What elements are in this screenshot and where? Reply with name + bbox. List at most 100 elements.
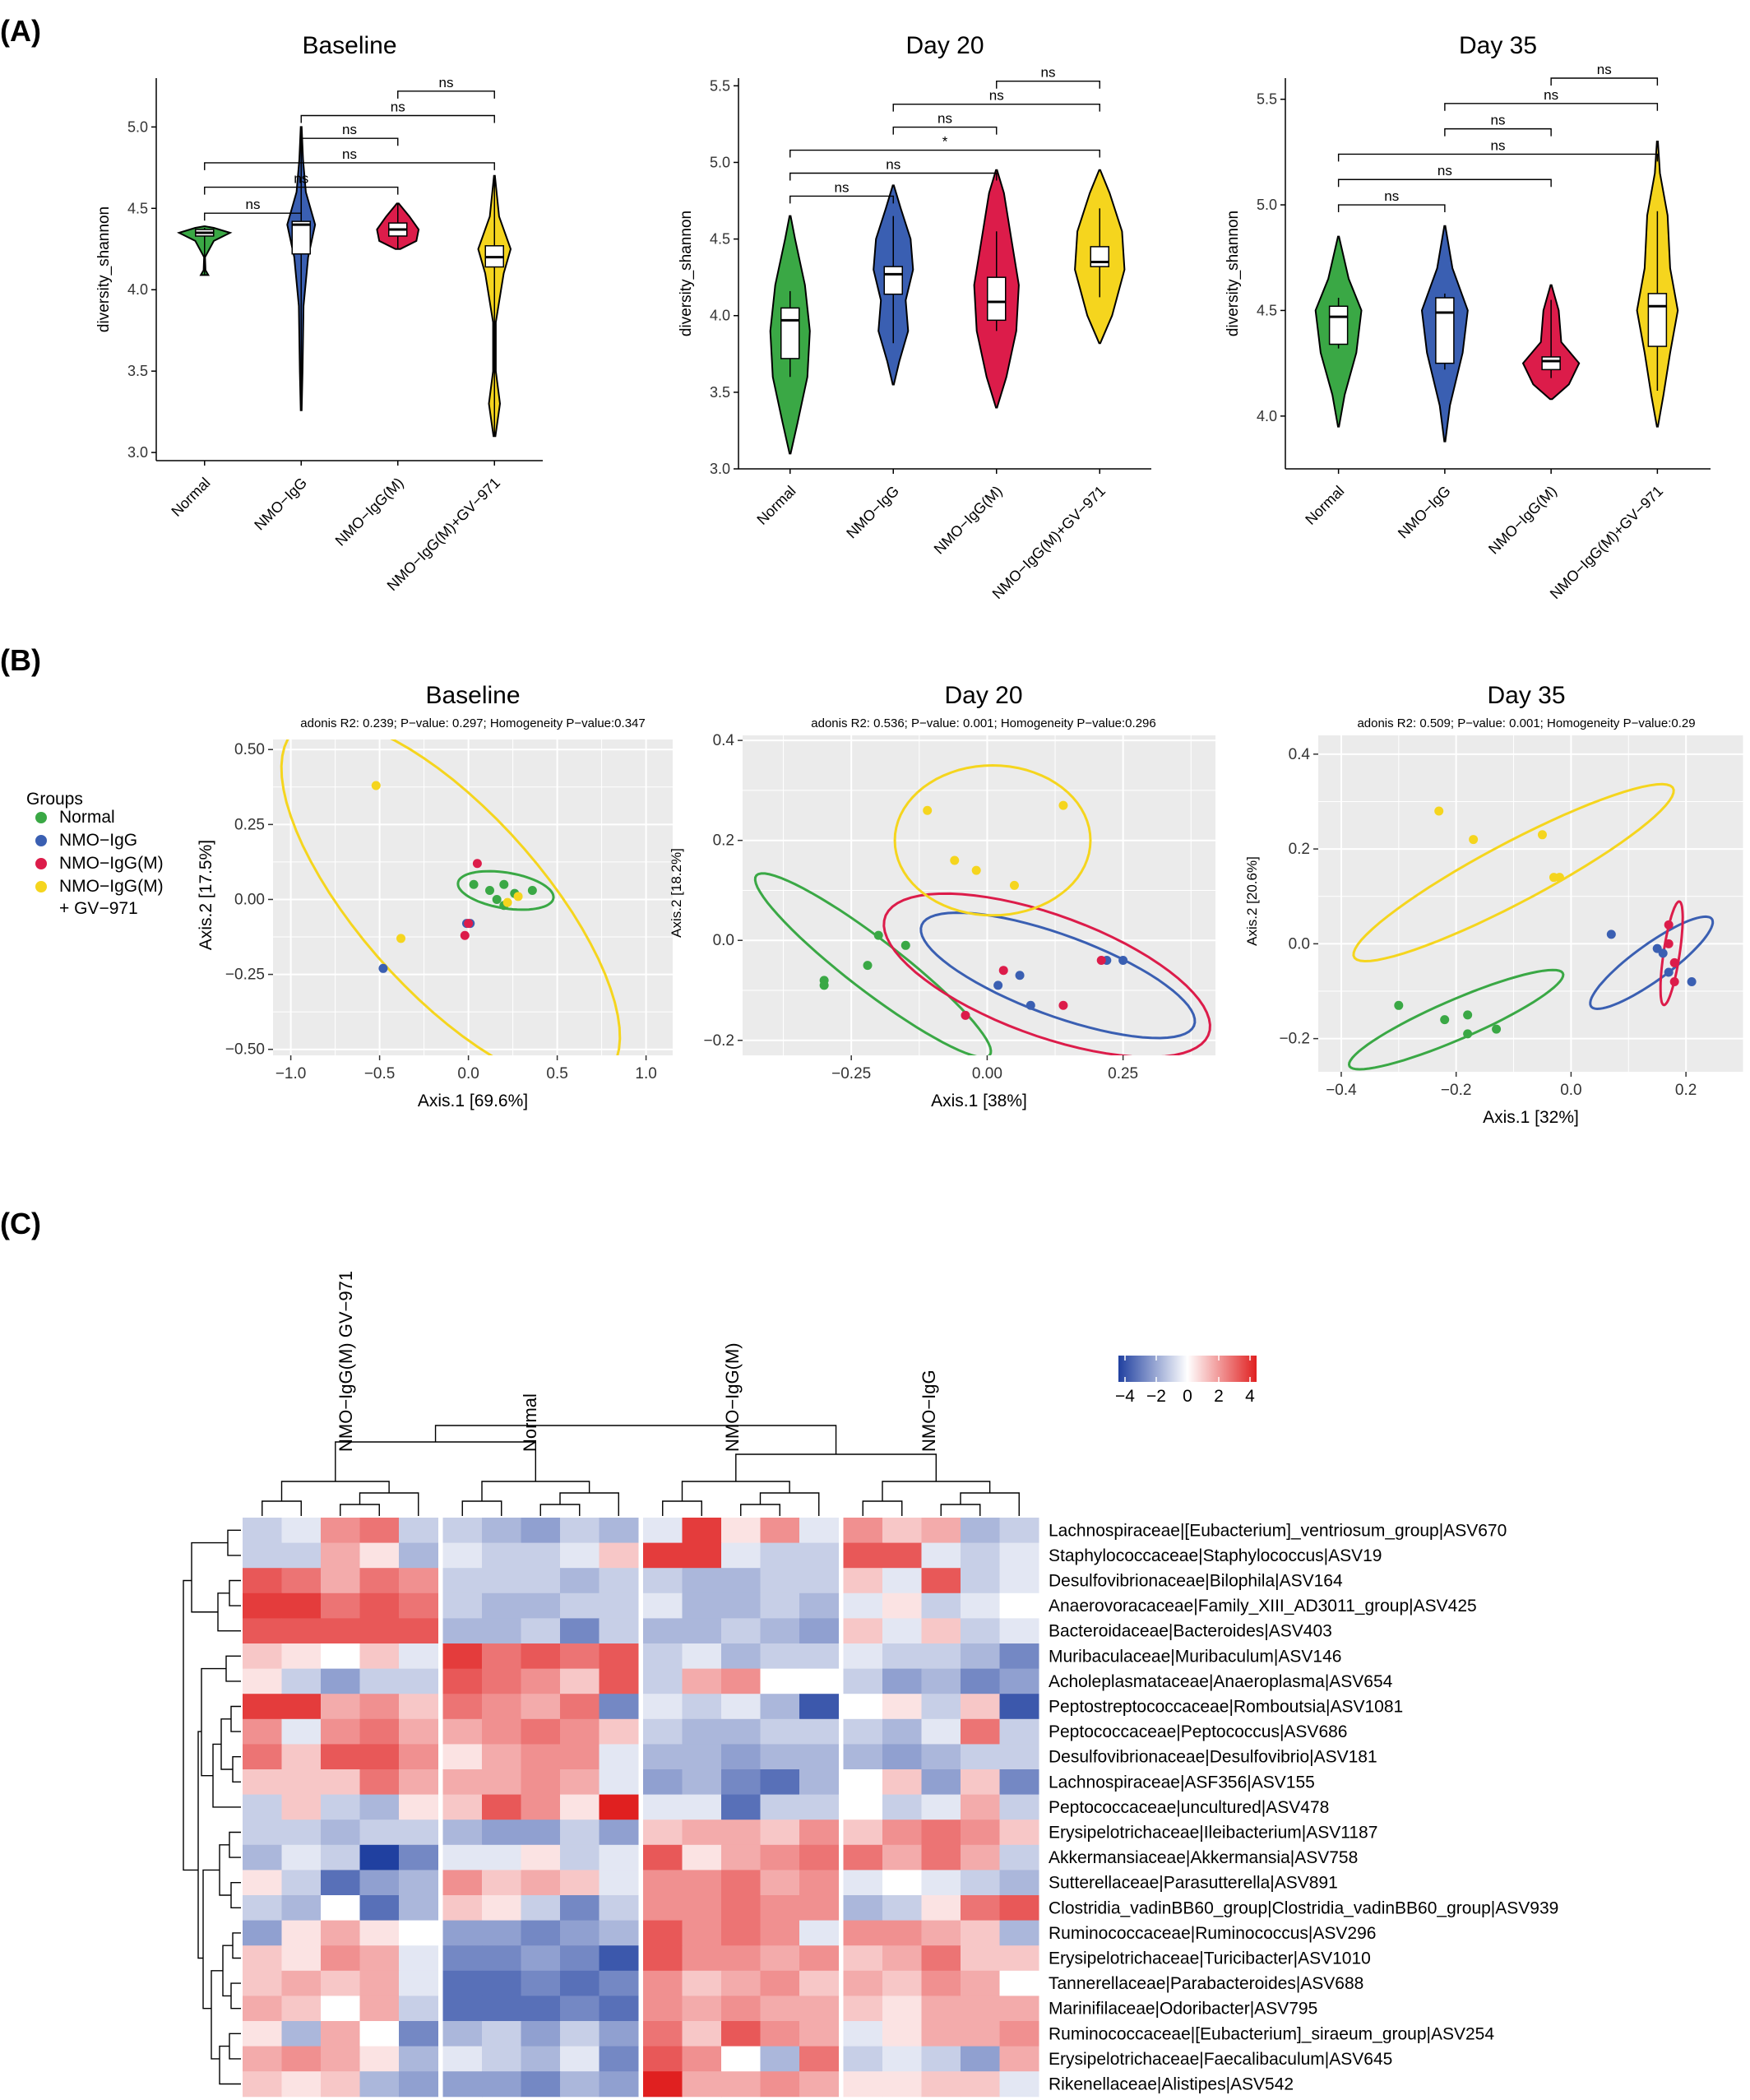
heatmap-cell [521,1945,561,1972]
heatmap-cell [961,1820,1000,1846]
point-nmo-igg-m-gv-971 [502,897,512,907]
heatmap-cell [521,1668,561,1694]
heatmap-cell [799,1970,839,1996]
heatmap-cell [682,2046,722,2072]
heatmap-cell [882,1895,922,1922]
heatmap-cell [999,1643,1039,1670]
heatmap-cell [243,1592,282,1619]
heatmap-cell [760,1820,800,1846]
heatmap-cell [399,1618,438,1644]
heatmap-cell [482,2046,521,2072]
heatmap-cell [243,1769,282,1796]
heatmap-cell [442,1769,483,1796]
heatmap-cell [243,1945,282,1972]
column-group-label-nmo-igg: NMO−IgG [919,1370,939,1452]
heatmap-cell [243,2071,282,2098]
heatmap-cell [999,1568,1039,1594]
heatmap-cell [643,1820,683,1846]
heatmap-cell [243,1920,282,1946]
heatmap-cell [482,1592,521,1619]
heatmap-cell [721,1794,761,1820]
heatmap-cell [643,1920,683,1946]
heatmap-cell [482,1920,521,1946]
row-dendrogram [183,1529,241,2085]
box-normal [780,307,800,359]
heatmap-cell [721,1744,761,1770]
heatmap-cell [682,2021,722,2047]
heatmap-cell [961,2046,1000,2072]
point-nmo-igg-m [1669,957,1679,967]
heatmap-cell [560,1996,600,2022]
heatmap-cell [799,1996,839,2022]
heatmap-cell [721,1996,761,2022]
y-axis-label: Axis.2 [20.6%] [1244,856,1260,946]
heatmap-cell [599,1970,639,1996]
heatmap-cell [643,1844,683,1871]
panel-label-a: (A) [0,14,41,48]
heatmap-cell [321,1718,360,1745]
heatmap-cell [882,1844,922,1871]
heatmap-cell [281,1618,322,1644]
y-tick-label: 3.5 [710,384,730,401]
heatmap-cell [760,1970,800,1996]
y-axis-label: diversity_shannon [1225,211,1242,336]
plot-background [273,739,673,1055]
heatmap-cell [281,1769,322,1796]
heatmap-cell [682,1769,722,1796]
point-normal [863,961,873,971]
heatmap-cell [921,1542,961,1569]
heatmap-cell [359,1718,400,1745]
heatmap-cell [961,1945,1000,1972]
comparison-label: * [942,134,948,150]
heatmap-cell [999,1945,1039,1972]
heatmap-cell [321,1744,360,1770]
heatmap-cell [760,1568,800,1594]
heatmap-cell [359,2021,400,2047]
y-tick-label: −0.2 [1279,1031,1310,1048]
heatmap-cell [799,1920,839,1946]
comparison-bracket [397,90,495,99]
heatmap-cell [243,1568,282,1594]
row-label: Acholeplasmataceae|Anaeroplasma|ASV654 [1049,1672,1393,1691]
heatmap-cell [999,1895,1039,1922]
ellipse-nmo-igg [1589,915,1715,1011]
heatmap-cell [921,1820,961,1846]
heatmap-cell [961,1568,1000,1594]
heatmap-cell [682,1518,722,1544]
heatmap-cell [281,1844,322,1871]
heatmap-cell [799,1668,839,1694]
heatmap-cell [482,1694,521,1720]
comparison-bracket [1337,204,1446,213]
point-normal [1492,1024,1502,1034]
heatmap-cell [843,1820,883,1846]
heatmap-cell [843,2071,883,2098]
row-label: Akkermansiaceae|Akkermansia|ASV758 [1049,1848,1358,1867]
heatmap-cell [321,1643,360,1670]
heatmap-cell [760,1668,800,1694]
x-tick-label-normal: Normal [168,475,213,520]
heatmap-cell [882,2071,922,2098]
heatmap-cell [921,1694,961,1720]
comparison-label: ns [342,146,357,162]
plot-background [1318,735,1743,1072]
heatmap-cell [882,1518,922,1544]
heatmap-cell [760,1945,800,1972]
heatmap-cell [599,1744,639,1770]
point-nmo-igg-m [998,966,1008,976]
heatmap-cell [399,1542,438,1569]
legend-label-nmo-igg: NMO−IgG [59,831,137,850]
heatmap-cell [961,1694,1000,1720]
point-nmo-igg-m-gv-971 [971,865,981,875]
heatmap-cell [760,1718,800,1745]
heatmap-cell [243,1844,282,1871]
heatmap-cell [399,1996,438,2022]
heatmap-cell [560,1518,600,1544]
heatmap-cell [243,1618,282,1644]
heatmap-cell [999,1820,1039,1846]
heatmap-cell [521,1820,561,1846]
point-nmo-igg [1606,929,1616,939]
heatmap-cell [999,2021,1039,2047]
heatmap-cell [760,1895,800,1922]
row-label: Lachnospiraceae|ASF356|ASV155 [1049,1773,1315,1792]
heatmap-cell [560,1920,600,1946]
